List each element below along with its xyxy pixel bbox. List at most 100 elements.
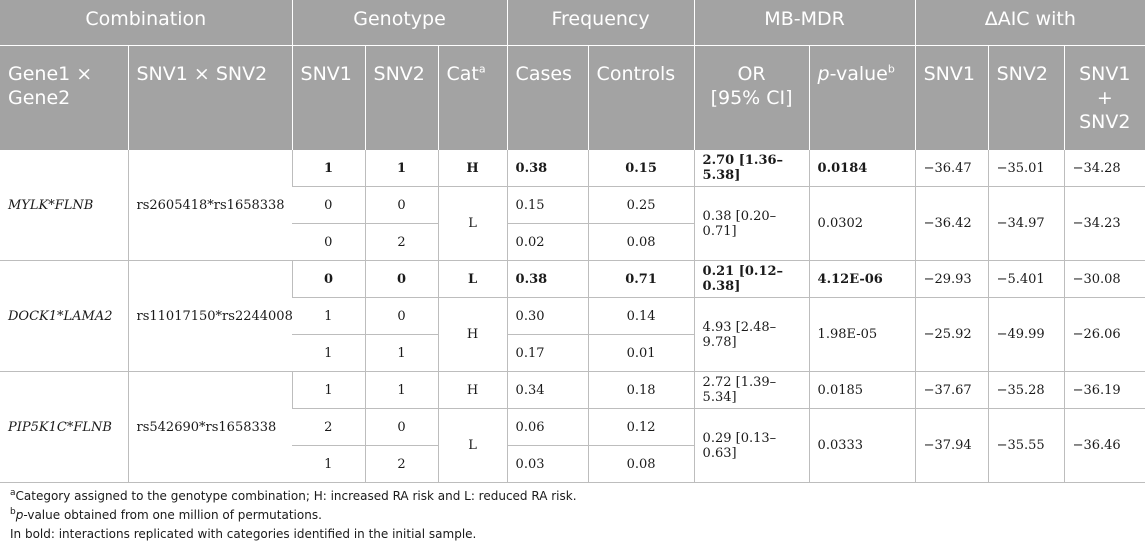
col-or: OR [95% CI] — [693, 45, 810, 150]
p-value: 1.98E-05 — [808, 297, 916, 372]
snv-combination: rs542690*rs1658338 — [127, 371, 293, 483]
category: L — [437, 186, 508, 261]
genotype-snv1: 0 — [291, 260, 366, 298]
table-row: 0 0 L 0.15 0.25 0.38 [0.20–0.71] 0.0302 … — [0, 186, 1145, 261]
daic-both: −36.46 — [1063, 408, 1145, 483]
daic-snv1: −29.93 — [914, 260, 989, 298]
odds-ratio: 0.38 [0.20–0.71] — [693, 186, 810, 261]
genotype-snv2: 1 — [364, 334, 439, 372]
gene-combination: MYLK*FLNB — [0, 150, 128, 261]
genotype-snv1: 1 — [291, 150, 366, 187]
daic-snv2: −34.97 — [987, 186, 1065, 261]
freq-controls: 0.14 — [587, 297, 695, 335]
table-row: 1 0 H 0.30 0.14 4.93 [2.48–9.78] 1.98E-0… — [0, 297, 1145, 372]
freq-controls: 0.08 — [587, 445, 695, 483]
freq-cases: 0.34 — [506, 371, 589, 409]
genotype-snv2: 2 — [364, 223, 439, 261]
category: H — [437, 371, 508, 409]
table-row: PIP5K1C*FLNB rs542690*rs1658338 1 1 H 0.… — [0, 371, 1145, 483]
freq-controls: 0.71 — [587, 260, 695, 298]
genotype-snv1: 1 — [292, 334, 366, 372]
genotype-snv1: 0 — [292, 223, 366, 261]
freq-cases: 0.03 — [506, 445, 589, 483]
genotype-snv1: 1 — [291, 371, 366, 409]
col-daic-snv1: SNV1 — [914, 45, 989, 150]
freq-cases: 0.15 — [506, 186, 589, 224]
odds-ratio: 2.70 [1.36–5.38] — [693, 150, 810, 187]
footnote-a: aCategory assigned to the genotype combi… — [10, 488, 577, 504]
p-value: 0.0184 — [808, 150, 916, 187]
table-row: 1 2 0.03 0.08 — [0, 445, 1145, 483]
category: L — [437, 408, 508, 483]
genotype-snv2: 0 — [364, 260, 439, 298]
table-row: 2 0 L 0.06 0.12 0.29 [0.13–0.63] 0.0333 … — [0, 408, 1145, 483]
category: H — [437, 150, 508, 187]
header-daic: ΔAIC with — [914, 0, 1145, 46]
table-row: DOCK1*LAMA2 rs11017150*rs2244008 0 0 L 0… — [0, 260, 1145, 372]
genotype-snv2: 1 — [364, 150, 439, 187]
header-mbmdr: MB-MDR — [693, 0, 916, 46]
p-value: 0.0185 — [808, 371, 916, 409]
table-row: 1 1 0.17 0.01 — [0, 334, 1145, 372]
daic-snv1: −37.94 — [914, 408, 989, 483]
gene-combination: PIP5K1C*FLNB — [0, 371, 128, 483]
header-column-row: Gene1 × Gene2 SNV1 × SNV2 SNV1 SNV2 Cata … — [0, 45, 1145, 150]
header-group-row: Combination Genotype Frequency MB-MDR ΔA… — [0, 0, 1145, 46]
freq-cases: 0.02 — [506, 223, 589, 261]
daic-snv1: −37.67 — [914, 371, 989, 409]
col-daic-both: SNV1 + SNV2 — [1063, 45, 1145, 150]
genotype-snv2: 1 — [364, 371, 439, 409]
category: L — [437, 260, 508, 298]
freq-controls: 0.15 — [587, 150, 695, 187]
freq-controls: 0.08 — [587, 223, 695, 261]
col-cat: Cata — [437, 45, 508, 150]
category: H — [437, 297, 508, 372]
header-genotype: Genotype — [291, 0, 508, 46]
col-cases: Cases — [506, 45, 589, 150]
freq-controls: 0.25 — [587, 186, 695, 224]
freq-cases: 0.38 — [506, 150, 589, 187]
daic-snv2: −35.01 — [987, 150, 1065, 187]
odds-ratio: 4.93 [2.48–9.78] — [693, 297, 810, 372]
daic-snv1: −36.47 — [914, 150, 989, 187]
col-gene: Gene1 × Gene2 — [0, 45, 128, 150]
p-value: 0.0302 — [808, 186, 916, 261]
daic-both: −34.28 — [1063, 150, 1145, 187]
odds-ratio: 0.29 [0.13–0.63] — [693, 408, 810, 483]
freq-cases: 0.17 — [506, 334, 589, 372]
footnote-bold: In bold: interactions replicated with ca… — [10, 527, 477, 541]
daic-snv1: −25.92 — [914, 297, 989, 372]
freq-cases: 0.06 — [506, 408, 589, 446]
gene-combination: DOCK1*LAMA2 — [0, 260, 128, 372]
col-pvalue: p-valueb — [808, 45, 916, 150]
freq-cases: 0.38 — [506, 260, 589, 298]
header-combination: Combination — [0, 0, 293, 46]
freq-controls: 0.18 — [587, 371, 695, 409]
col-snv-pair: SNV1 × SNV2 — [127, 45, 293, 150]
daic-snv2: −35.28 — [987, 371, 1065, 409]
genotype-snv2: 2 — [364, 445, 439, 483]
freq-controls: 0.12 — [587, 408, 695, 446]
results-table: Combination Genotype Frequency MB-MDR ΔA… — [0, 0, 1145, 483]
odds-ratio: 0.21 [0.12–0.38] — [693, 260, 810, 298]
freq-cases: 0.30 — [506, 297, 589, 335]
table-footnotes: aCategory assigned to the genotype combi… — [0, 483, 1145, 544]
genotype-snv1: 0 — [292, 186, 366, 224]
daic-snv1: −36.42 — [914, 186, 989, 261]
col-daic-snv2: SNV2 — [987, 45, 1065, 150]
genotype-snv1: 1 — [292, 297, 366, 335]
col-snv1: SNV1 — [291, 45, 366, 150]
col-snv2: SNV2 — [364, 45, 439, 150]
genotype-snv1: 1 — [292, 445, 366, 483]
odds-ratio: 2.72 [1.39–5.34] — [693, 371, 810, 409]
daic-snv2: −35.55 — [987, 408, 1065, 483]
table-row: 0 2 0.02 0.08 — [0, 223, 1145, 261]
daic-both: −30.08 — [1063, 260, 1145, 298]
p-value: 4.12E-06 — [808, 260, 916, 298]
snv-combination: rs11017150*rs2244008 — [127, 260, 293, 372]
table-row: MYLK*FLNB rs2605418*rs1658338 1 1 H 0.38… — [0, 150, 1145, 261]
footnote-b: bp-value obtained from one million of pe… — [10, 507, 322, 523]
genotype-snv1: 2 — [292, 408, 366, 446]
col-controls: Controls — [587, 45, 695, 150]
daic-both: −26.06 — [1063, 297, 1145, 372]
